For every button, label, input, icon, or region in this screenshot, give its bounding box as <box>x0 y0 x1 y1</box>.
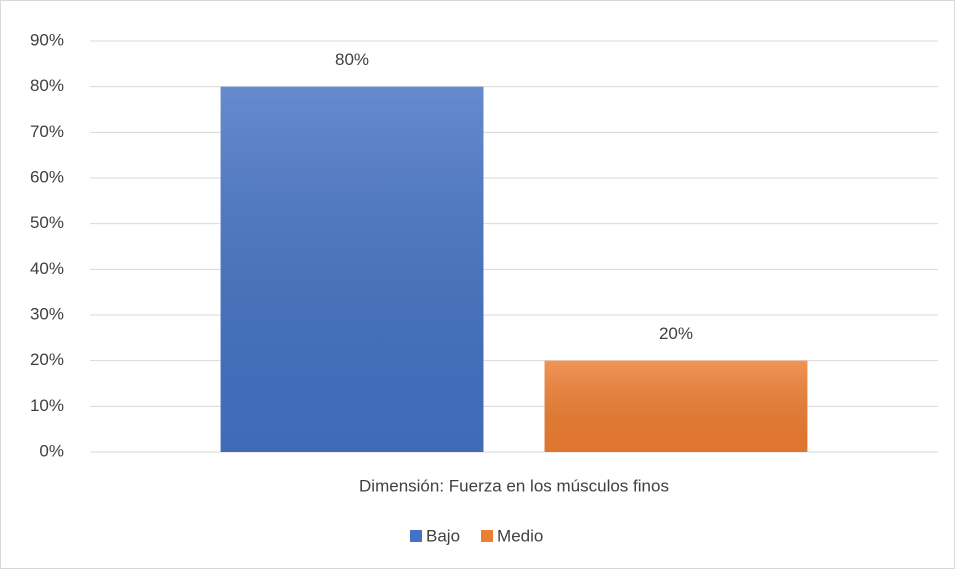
y-tick-label: 20% <box>30 350 64 369</box>
y-tick-label: 50% <box>30 213 64 232</box>
bar <box>220 86 484 453</box>
y-tick-label: 30% <box>30 304 64 323</box>
value-label: 80% <box>335 50 369 69</box>
y-tick-label: 80% <box>30 76 64 95</box>
x-tick-label: Dimensión: Fuerza en los músculos finos <box>359 476 669 495</box>
y-tick-label: 10% <box>30 396 64 415</box>
y-tick-label: 90% <box>30 30 64 49</box>
y-tick-label: 60% <box>30 167 64 186</box>
legend-label: Medio <box>497 526 543 545</box>
y-tick-label: 40% <box>30 259 64 278</box>
y-tick-label: 70% <box>30 122 64 141</box>
value-label: 20% <box>659 324 693 343</box>
y-tick-label: 0% <box>39 441 64 460</box>
bar <box>544 360 808 452</box>
legend-swatch <box>410 530 422 542</box>
legend-label: Bajo <box>426 526 460 545</box>
legend-swatch <box>481 530 494 542</box>
